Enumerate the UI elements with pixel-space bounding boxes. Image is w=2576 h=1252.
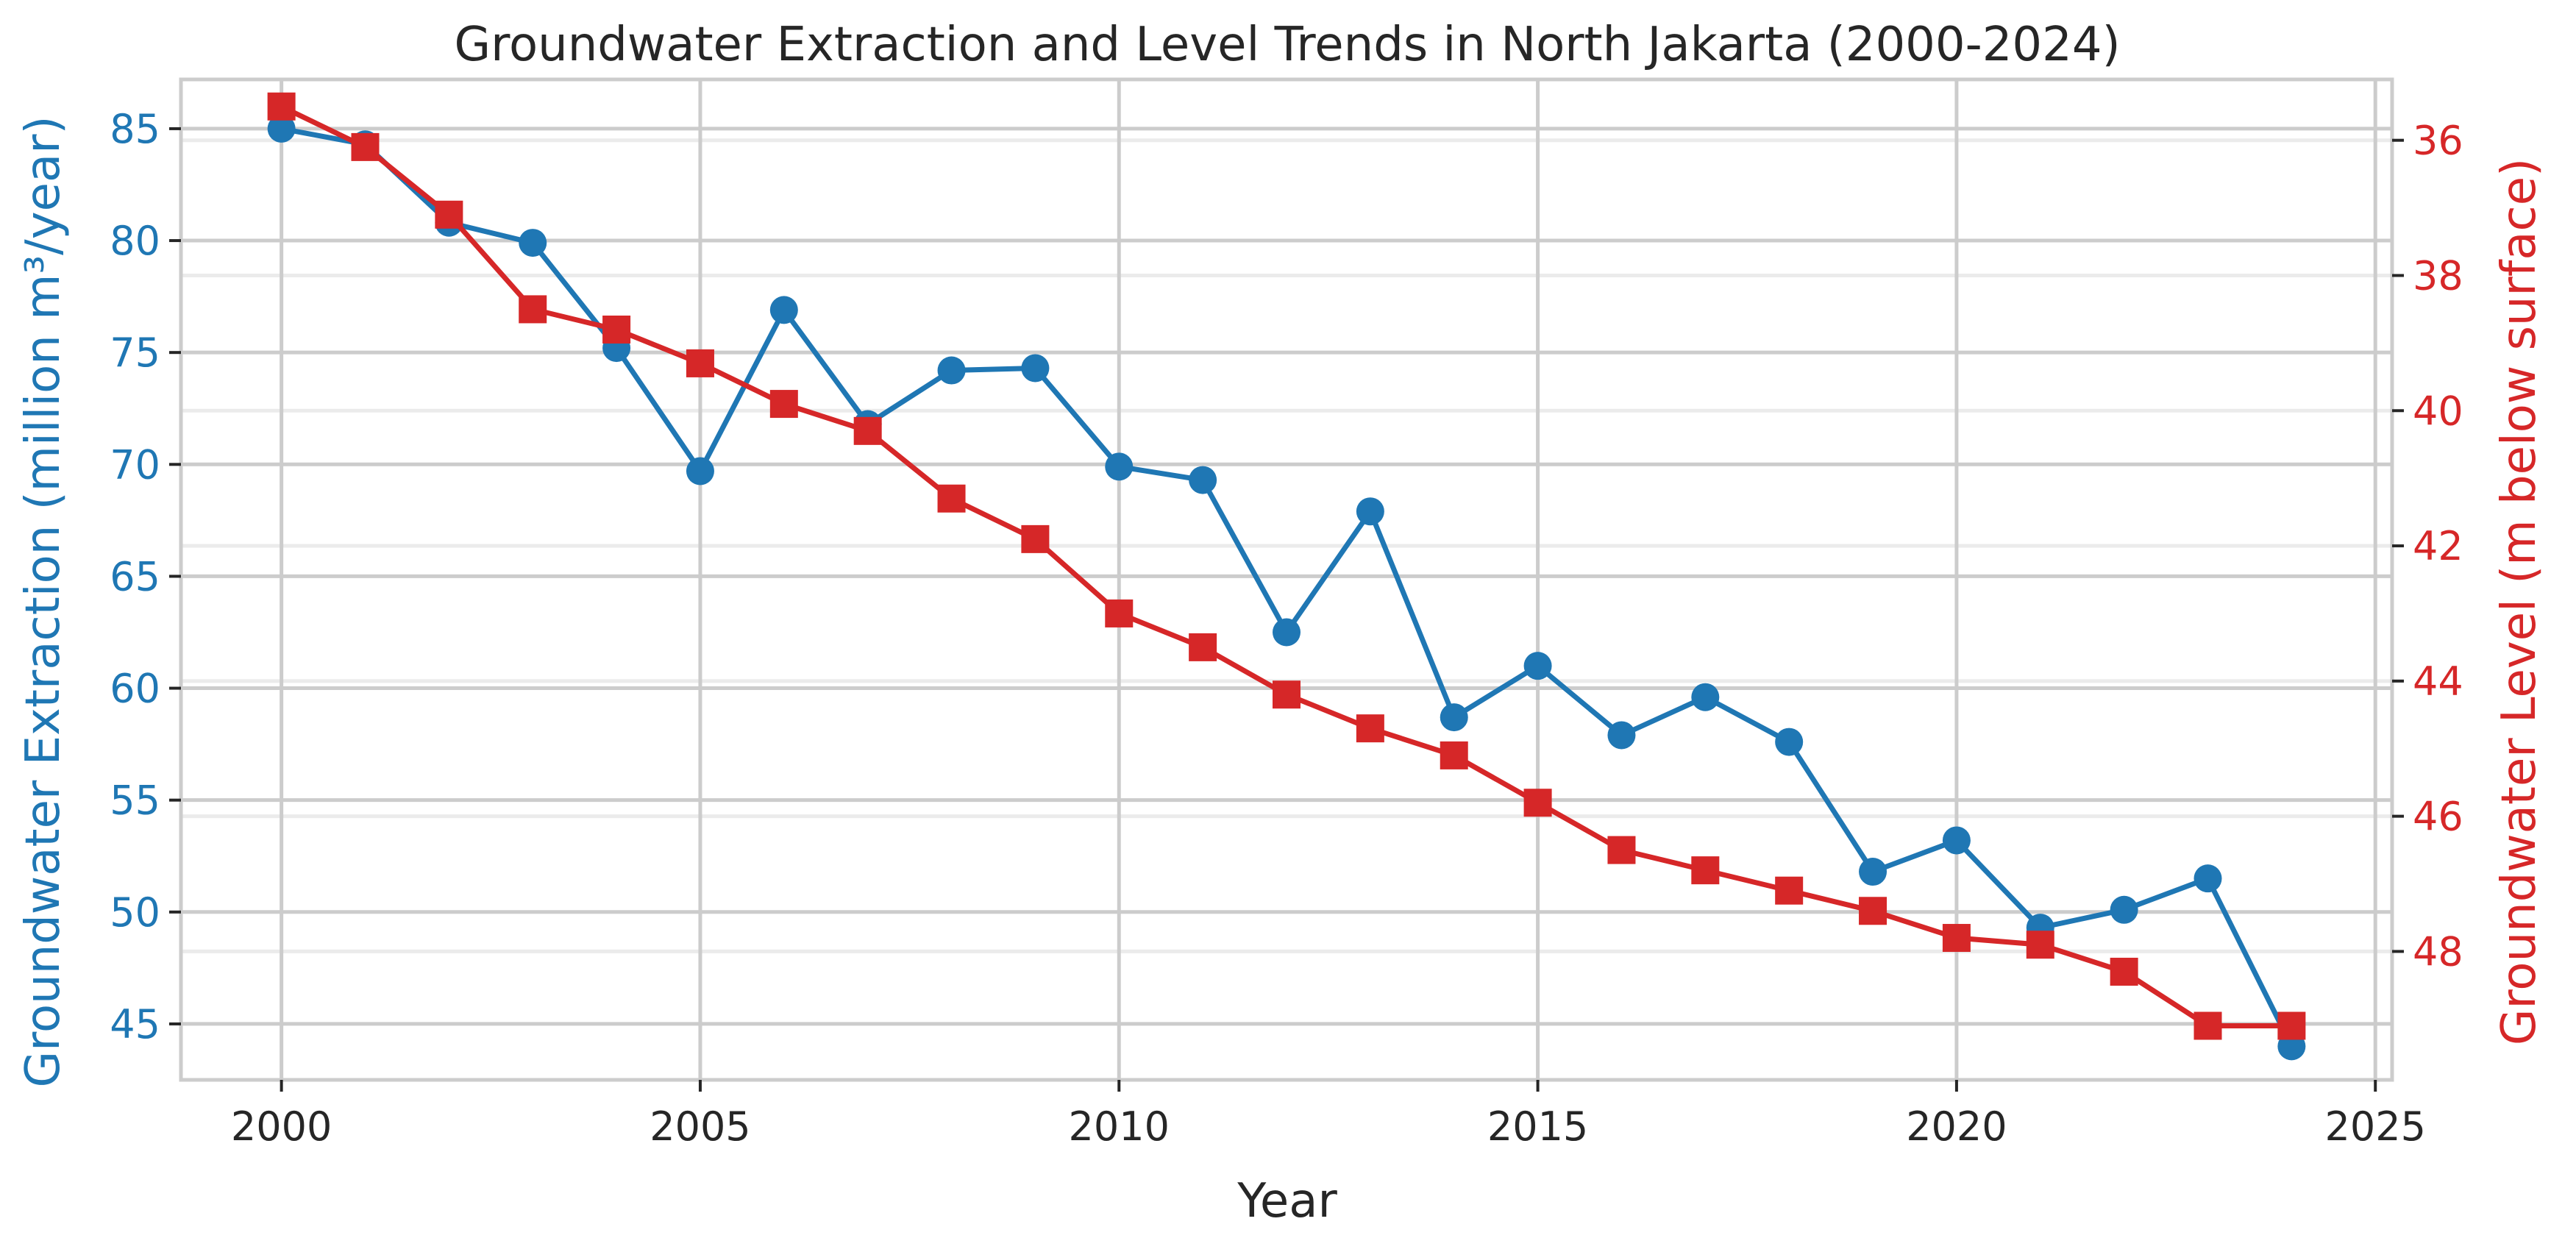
y-left-tick-label: 45 (110, 1001, 160, 1048)
y-left-tick-label: 80 (110, 218, 160, 264)
y-axis-right: 36 38 40 42 44 46 48 (2392, 118, 2463, 975)
y-right-tick-label: 36 (2413, 118, 2463, 164)
y-right-tick-label: 38 (2413, 252, 2463, 299)
x-tick-label: 2015 (1487, 1103, 1588, 1150)
x-tick-label: 2000 (231, 1103, 332, 1150)
data-point-level (1607, 836, 1636, 864)
data-point-level (1189, 633, 1217, 661)
y-left-tick-label: 55 (110, 778, 160, 824)
data-point-extraction (267, 114, 296, 143)
data-point-extraction (1942, 826, 1971, 855)
series-level (267, 92, 2306, 1040)
data-point-level (769, 390, 798, 419)
data-point-level (1859, 897, 1887, 925)
data-point-extraction (1021, 354, 1050, 383)
data-point-level (1523, 789, 1552, 817)
data-point-level (435, 200, 463, 229)
y-axis-right-label: Groundwater Level (m below surface) (2492, 158, 2547, 1045)
x-tick-label: 2025 (2325, 1103, 2426, 1150)
data-point-extraction (2193, 864, 2222, 893)
data-point-level (2026, 931, 2054, 959)
x-axis: 2000 2005 2010 2015 2020 2025 (231, 1080, 2426, 1150)
x-tick-label: 2010 (1069, 1103, 1170, 1150)
data-point-level (853, 416, 882, 445)
data-point-extraction (686, 457, 714, 485)
y-right-tick-label: 40 (2413, 388, 2463, 434)
data-point-extraction (1356, 497, 1384, 526)
data-point-level (2110, 957, 2138, 986)
data-point-extraction (1775, 728, 1804, 756)
data-point-level (2277, 1011, 2306, 1040)
y-left-tick-label: 60 (110, 666, 160, 712)
y-left-tick-label: 50 (110, 889, 160, 936)
y-left-tick-label: 85 (110, 106, 160, 152)
data-point-extraction (769, 296, 798, 324)
y-left-tick-label: 75 (110, 330, 160, 376)
data-point-level (1273, 680, 1301, 709)
data-point-level (1356, 714, 1384, 743)
data-point-level (1021, 524, 1050, 553)
y-left-tick-label: 70 (110, 441, 160, 488)
data-point-level (351, 132, 380, 161)
plot-frame (179, 77, 2394, 1082)
y-right-tick-label: 44 (2413, 658, 2463, 705)
x-tick-label: 2005 (650, 1103, 750, 1150)
data-point-extraction (2110, 895, 2138, 924)
data-point-extraction (1691, 683, 1720, 711)
data-point-level (1440, 741, 1468, 769)
data-point-extraction (1440, 703, 1468, 732)
data-point-level (1775, 876, 1804, 905)
data-point-extraction (1105, 452, 1134, 481)
data-point-extraction (1859, 858, 1887, 886)
y-right-tick-label: 42 (2413, 523, 2463, 569)
data-point-extraction (1523, 652, 1552, 680)
x-tick-label: 2020 (1906, 1103, 2007, 1150)
y-left-tick-label: 65 (110, 553, 160, 600)
data-point-level (602, 316, 631, 344)
data-point-extraction (1607, 721, 1636, 750)
y-right-tick-label: 46 (2413, 794, 2463, 840)
data-point-extraction (1189, 466, 1217, 494)
x-axis-label: Year (1237, 1174, 1337, 1228)
data-point-extraction (519, 229, 547, 257)
data-point-level (1105, 599, 1134, 627)
y-axis-left-label: Groundwater Extraction (million m³/year) (16, 116, 71, 1088)
data-point-level (937, 484, 966, 513)
data-point-level (267, 92, 296, 121)
series (267, 92, 2306, 1061)
y-right-tick-label: 48 (2413, 928, 2463, 975)
chart-title: Groundwater Extraction and Level Trends … (454, 18, 2120, 72)
data-point-extraction (1273, 618, 1301, 647)
data-point-level (1691, 856, 1720, 885)
data-point-extraction (937, 356, 966, 385)
data-point-level (686, 349, 714, 377)
data-point-level (2193, 1011, 2222, 1040)
data-point-level (519, 295, 547, 324)
y-axis-left: 45 50 55 60 65 70 75 80 85 (110, 106, 181, 1048)
data-point-level (1942, 924, 1971, 953)
